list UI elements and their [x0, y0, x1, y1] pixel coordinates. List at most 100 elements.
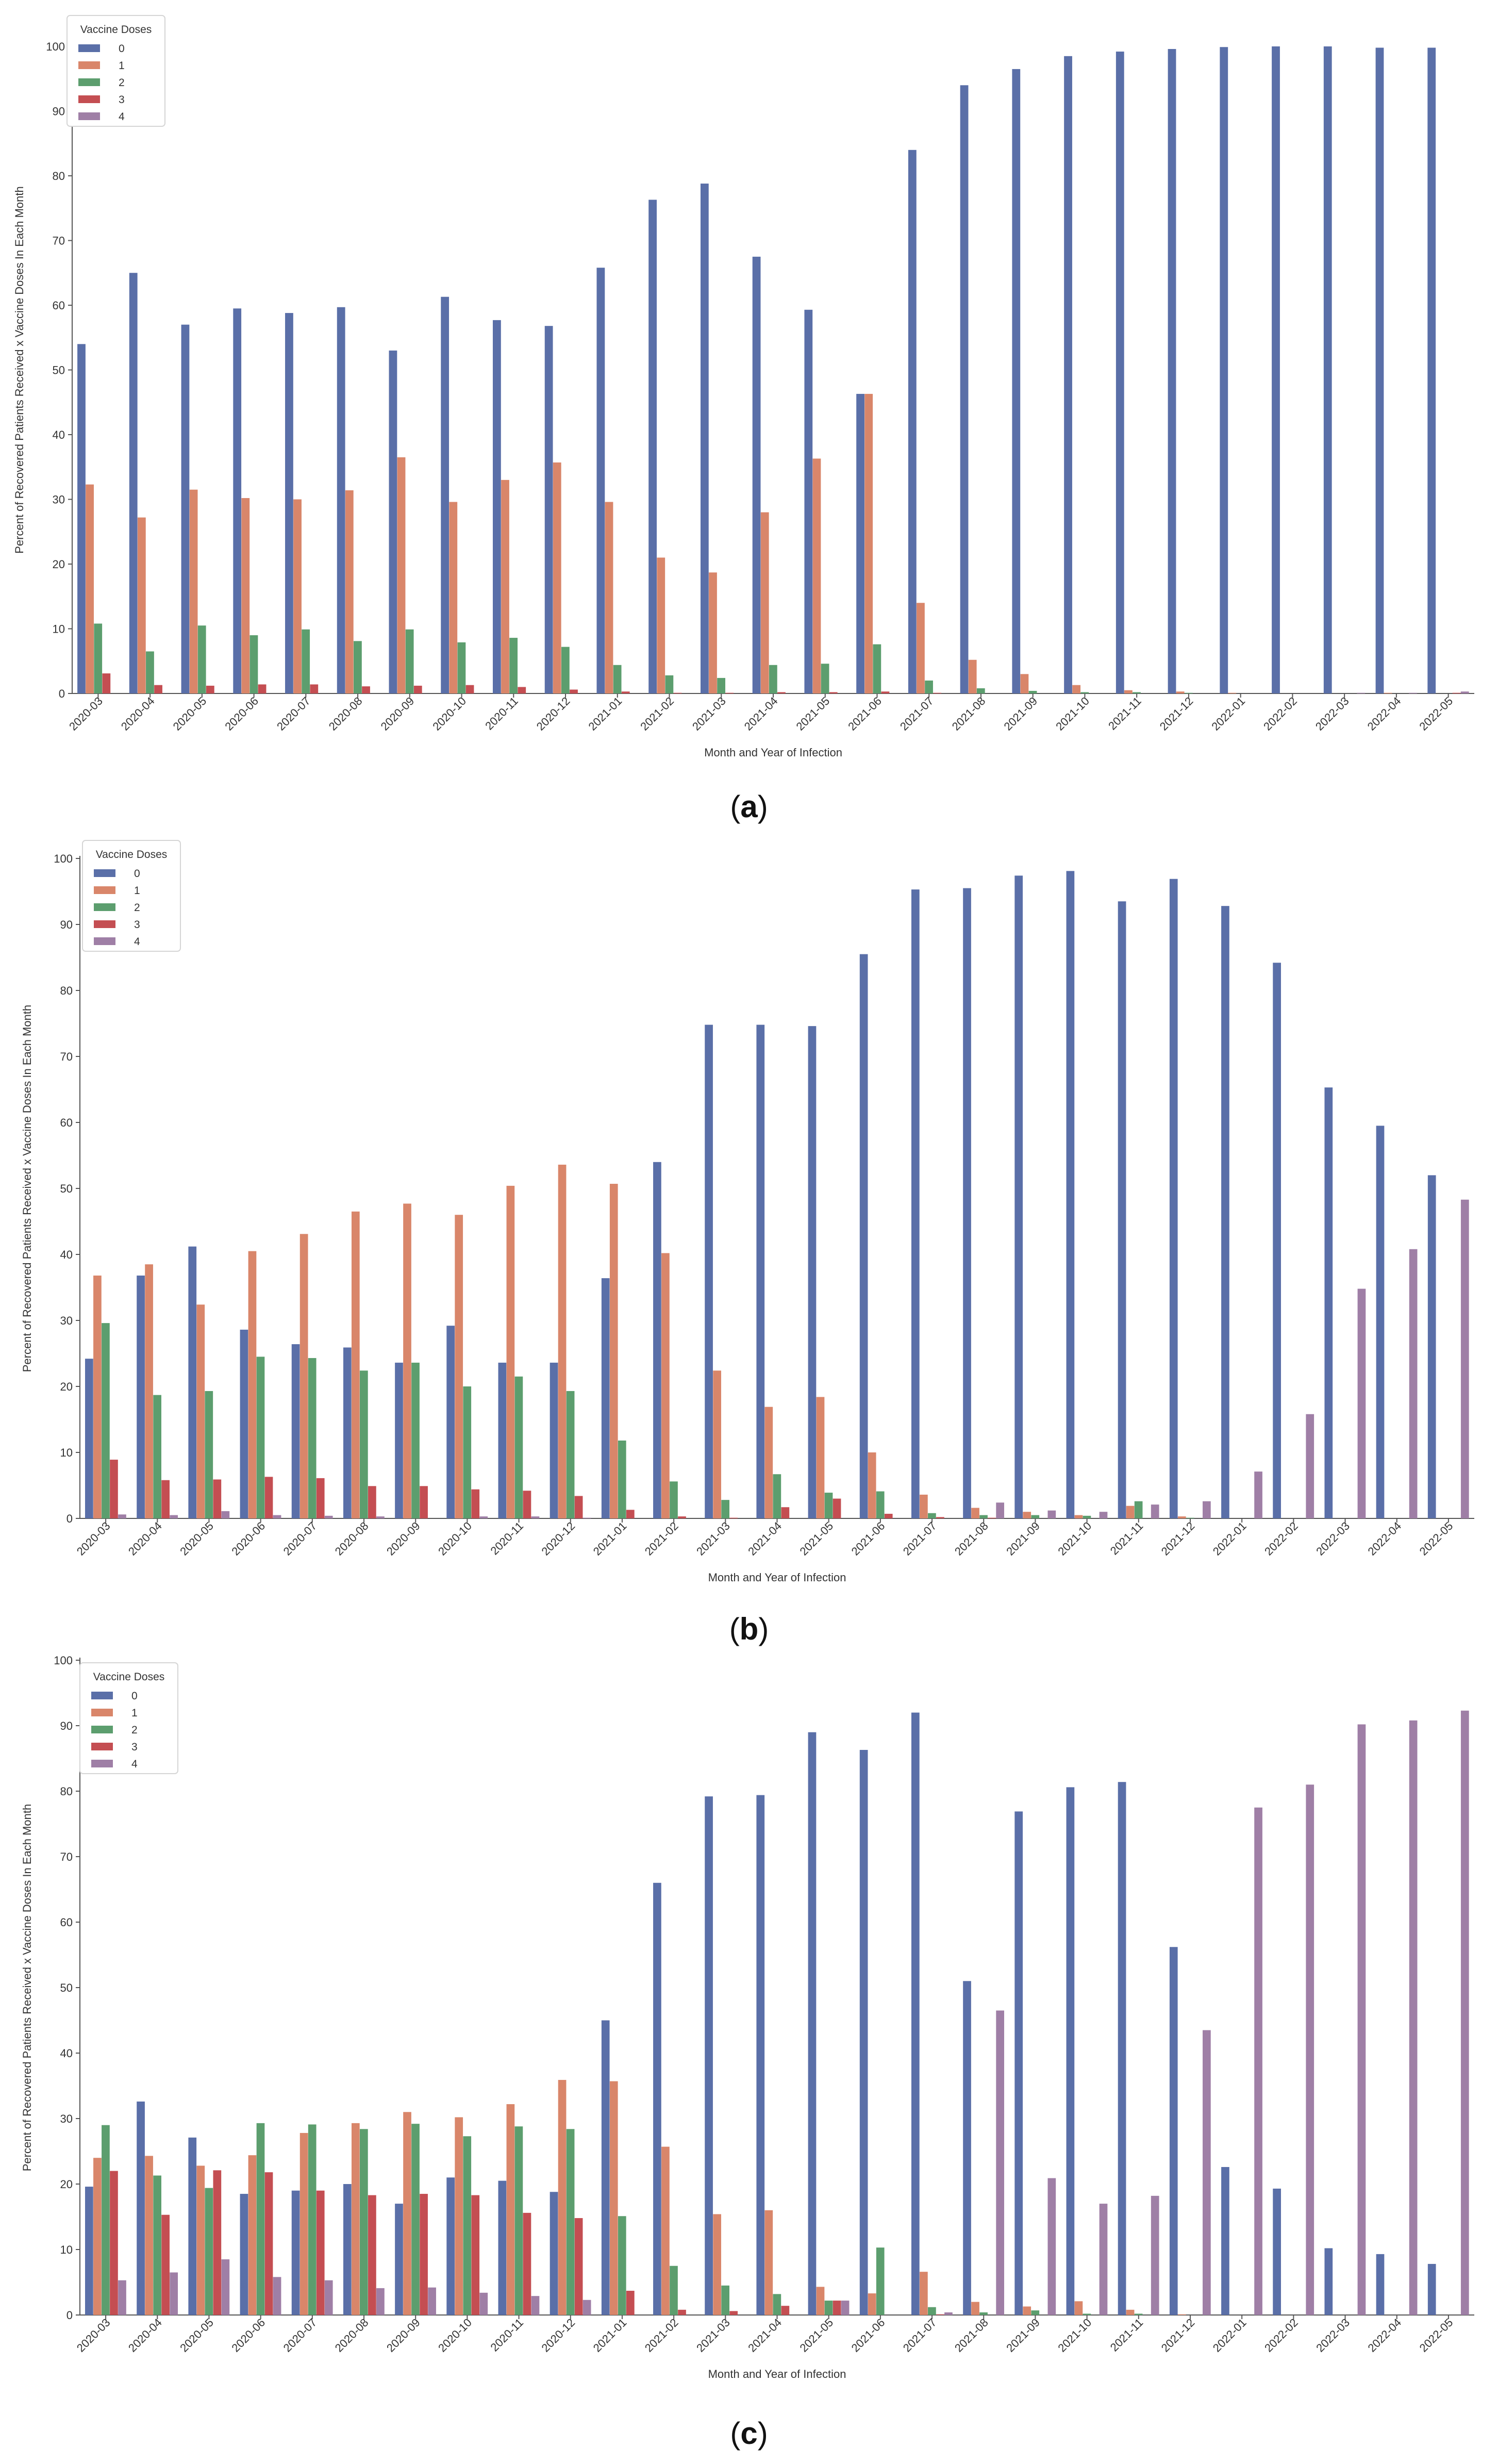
- x-axis-label: Month and Year of Infection: [708, 2368, 846, 2380]
- bar-2021-03-dose-0: [700, 184, 709, 693]
- bar-2020-08-dose-2: [360, 1370, 368, 1518]
- bar-2021-12-dose-0: [1168, 49, 1176, 693]
- bar-2021-10-dose-0: [1066, 1787, 1075, 2315]
- bar-2022-01-dose-0: [1220, 47, 1228, 693]
- bar-2020-12-dose-1: [558, 2080, 567, 2315]
- bar-2020-03-dose-1: [93, 1275, 102, 1518]
- bar-2021-11-dose-4: [1151, 1504, 1159, 1518]
- bar-2021-07-dose-2: [928, 1513, 936, 1518]
- legend-swatch-2: [91, 1726, 113, 1733]
- bar-2021-03-dose-2: [721, 2285, 730, 2315]
- bar-2021-08-dose-0: [960, 85, 969, 693]
- x-tick-label: 2021-03: [694, 1519, 733, 1558]
- bar-2020-04-dose-3: [161, 2214, 170, 2315]
- bar-2020-09-dose-3: [413, 685, 422, 693]
- bar-2021-06-dose-0: [856, 393, 864, 693]
- bar-2022-05-dose-0: [1427, 2263, 1436, 2315]
- x-tick-label: 2020-12: [539, 2316, 578, 2355]
- bar-2021-09-dose-4: [1047, 1510, 1056, 1518]
- bar-2020-09-dose-1: [403, 1203, 411, 1518]
- bar-2021-01-dose-1: [605, 502, 613, 693]
- bar-2020-10-dose-0: [446, 2177, 455, 2315]
- legend-swatch-1: [91, 1709, 113, 1716]
- bar-2020-10-dose-3: [471, 2195, 480, 2315]
- bar-2020-08-dose-2: [354, 641, 362, 693]
- x-tick-label: 2021-07: [897, 694, 936, 733]
- bar-2021-07-dose-2: [925, 680, 933, 693]
- y-tick-label: 70: [60, 1850, 73, 1863]
- x-tick-label: 2022-05: [1417, 2316, 1456, 2355]
- bar-2021-08-dose-0: [963, 1981, 971, 2315]
- bar-2020-07-dose-3: [316, 1478, 325, 1518]
- x-tick-label: 2020-06: [222, 694, 261, 733]
- y-axis-label: Percent of Recovered Patients Received x…: [21, 1005, 34, 1372]
- bar-2020-07-dose-3: [316, 2190, 325, 2315]
- bar-2020-03-dose-4: [118, 1514, 126, 1518]
- x-tick-label: 2021-08: [950, 694, 988, 733]
- caption-open: (: [730, 2416, 740, 2451]
- legend-label-3: 3: [119, 94, 125, 106]
- bar-2021-08-dose-4: [996, 2010, 1004, 2315]
- x-tick-label: 2020-09: [384, 2316, 423, 2355]
- legend-label-4: 4: [134, 936, 140, 948]
- legend-label-0: 0: [131, 1690, 138, 1702]
- x-tick-label: 2020-04: [119, 694, 157, 733]
- bar-2020-09-dose-3: [420, 2194, 428, 2315]
- bar-2020-03-dose-2: [94, 623, 103, 693]
- bar-2021-06-dose-1: [868, 1452, 876, 1518]
- bar-2021-02-dose-3: [678, 2309, 686, 2315]
- bar-2021-04-dose-2: [769, 665, 777, 693]
- y-tick-label: 70: [60, 1050, 73, 1063]
- bar-2022-01-dose-0: [1221, 906, 1229, 1518]
- legend-label-2: 2: [134, 902, 140, 914]
- bar-2020-12-dose-3: [574, 2218, 583, 2315]
- bar-2020-10-dose-1: [455, 2117, 463, 2315]
- bar-2021-05-dose-1: [812, 458, 821, 693]
- y-tick-label: 50: [60, 1182, 73, 1195]
- bar-2020-03-dose-3: [110, 1460, 118, 1518]
- caption-close: ): [758, 2416, 768, 2451]
- x-tick-label: 2022-03: [1313, 1519, 1352, 1558]
- x-tick-label: 2020-03: [74, 2316, 113, 2355]
- bar-2021-05-dose-2: [821, 664, 829, 693]
- legend-label-1: 1: [131, 1707, 138, 1719]
- bar-2020-06-dose-1: [248, 2155, 257, 2315]
- x-tick-label: 2022-01: [1210, 2316, 1249, 2355]
- bar-2021-01-dose-3: [621, 691, 630, 693]
- bar-2021-11-dose-0: [1118, 1782, 1126, 2315]
- bar-2021-07-dose-0: [911, 889, 920, 1518]
- bar-2020-07-dose-1: [293, 499, 302, 693]
- bar-2020-04-dose-0: [137, 1275, 145, 1518]
- bar-2021-09-dose-1: [1023, 2306, 1031, 2315]
- bar-2020-10-dose-2: [457, 642, 466, 693]
- bar-2021-07-dose-0: [908, 150, 917, 693]
- legend-title: Vaccine Doses: [93, 1671, 165, 1683]
- x-tick-label: 2020-08: [326, 694, 365, 733]
- legend-label-1: 1: [134, 885, 140, 897]
- x-tick-label: 2021-08: [952, 2316, 991, 2355]
- legend-label-0: 0: [134, 868, 140, 880]
- x-axis-label: Month and Year of Infection: [708, 1571, 846, 1584]
- bar-2020-04-dose-2: [153, 1395, 161, 1518]
- y-tick-label: 70: [53, 235, 65, 247]
- bar-2020-05-dose-2: [205, 2188, 213, 2315]
- bar-2021-02-dose-0: [653, 1162, 661, 1518]
- bar-2022-02-dose-4: [1306, 1414, 1314, 1518]
- bar-2022-02-dose-0: [1273, 963, 1281, 1518]
- bar-2022-01-dose-4: [1254, 1807, 1262, 2315]
- x-tick-label: 2021-05: [797, 2316, 836, 2355]
- x-tick-label: 2020-08: [332, 1519, 371, 1558]
- bar-2021-12-dose-0: [1169, 1947, 1178, 2315]
- bar-2021-12-dose-0: [1169, 879, 1178, 1518]
- bar-2021-05-dose-1: [816, 1397, 825, 1518]
- bar-2022-04-dose-4: [1409, 1720, 1418, 2315]
- bar-2022-04-dose-0: [1375, 47, 1384, 693]
- bar-2021-05-dose-3: [829, 692, 838, 693]
- bar-2021-09-dose-0: [1014, 875, 1023, 1518]
- x-tick-label: 2020-09: [384, 1519, 423, 1558]
- legend-swatch-0: [91, 1692, 113, 1699]
- y-tick-label: 40: [60, 2047, 73, 2060]
- bar-2021-08-dose-0: [963, 888, 971, 1518]
- bar-2021-11-dose-1: [1126, 1506, 1135, 1518]
- bar-2020-06-dose-4: [273, 1515, 281, 1518]
